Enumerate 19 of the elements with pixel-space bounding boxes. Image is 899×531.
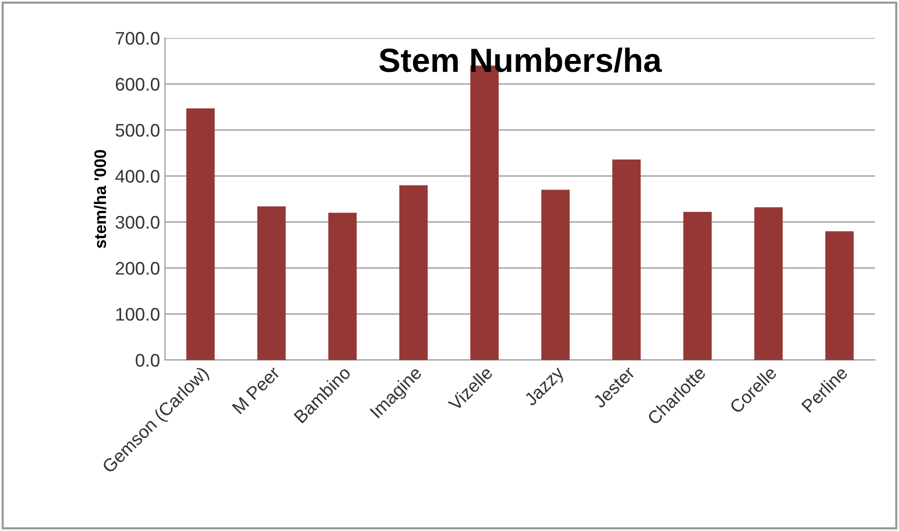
y-tick-label: 300.0 (116, 216, 160, 229)
bar (399, 185, 428, 360)
bar (257, 206, 286, 360)
bar (683, 212, 712, 360)
bar (186, 108, 215, 360)
y-tick-label: 200.0 (116, 262, 160, 275)
bar (541, 190, 570, 360)
bar (328, 212, 357, 360)
y-axis-title: stem/ha '000 (94, 150, 106, 248)
y-tick-label: 500.0 (116, 124, 160, 137)
y-tick-label: 400.0 (115, 170, 160, 183)
y-tick-label: 100.0 (116, 308, 160, 321)
y-tick-label: 600.0 (116, 78, 160, 91)
chart-title: Stem Numbers/ha (379, 48, 662, 72)
bar (825, 231, 854, 360)
y-tick-label: 700.0 (116, 32, 160, 45)
bar (754, 207, 783, 360)
y-tick-label: 0.0 (136, 354, 160, 367)
bar (612, 159, 641, 360)
